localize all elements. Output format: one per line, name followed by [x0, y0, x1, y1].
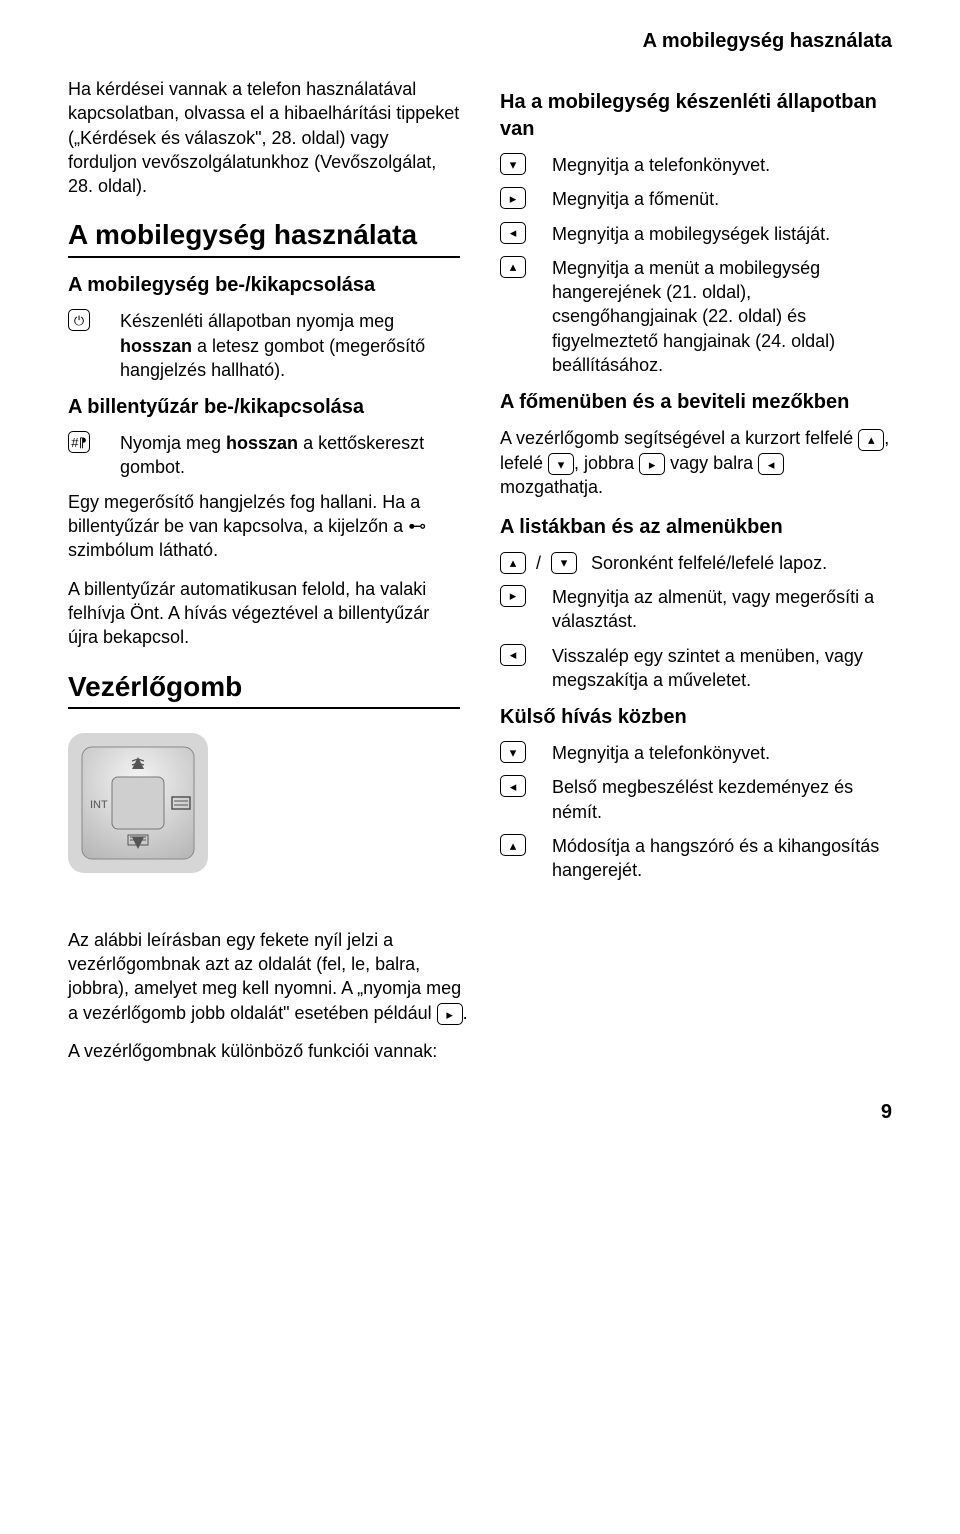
standby-row-2: ◂ Megnyitja a mobilegységek listáját.: [500, 222, 892, 246]
mainmenu-paragraph: A vezérlőgomb segítségével a kurzort fel…: [500, 426, 892, 499]
section-heading-usage: A mobilegység használata: [68, 216, 460, 258]
lists-page-text: Soronként felfelé/lefelé lapoz.: [591, 551, 892, 575]
arrow-down-icon: ▾: [551, 552, 577, 574]
mm-c: , jobbra: [574, 453, 639, 473]
arrow-up-icon: ▴: [500, 256, 526, 278]
arrow-down-icon: ▾: [500, 153, 526, 175]
call-row-1: ◂ Belső megbeszélést kezdeményez és némí…: [500, 775, 892, 824]
arrow-down-icon: ▾: [500, 741, 526, 763]
standby-text-3: Megnyitja a menüt a mobilegység hangerej…: [552, 256, 892, 377]
keylock-row: #⁋ Nyomja meg hosszan a kettőskereszt go…: [68, 431, 460, 480]
standby-text-1: Megnyitja a főmenüt.: [552, 187, 892, 211]
arrow-left-icon: ◂: [758, 453, 784, 475]
call-text-0: Megnyitja a telefonkönyvet.: [552, 741, 892, 765]
intro-paragraph: Ha kérdései vannak a telefon használatáv…: [68, 77, 460, 198]
arrow-left-icon: ◂: [500, 644, 526, 666]
power-text-bold: hosszan: [120, 336, 192, 356]
mm-a: A vezérlőgomb segítségével a kurzort fel…: [500, 428, 858, 448]
left-column: Ha kérdései vannak a telefon használatáv…: [68, 77, 460, 898]
keylock-paragraph-1: Egy megerősítő hangjelzés fog hallani. H…: [68, 490, 460, 563]
sub-heading-power: A mobilegység be-/kikapcsolása: [68, 272, 460, 299]
arrow-up-icon: ▴: [858, 429, 884, 451]
power-text-a: Készenléti állapotban nyomja meg: [120, 311, 394, 331]
call-row-0: ▾ Megnyitja a telefonkönyvet.: [500, 741, 892, 765]
arrow-right-icon: ▸: [500, 187, 526, 209]
section-heading-controlpad: Vezérlőgomb: [68, 668, 460, 710]
slash: /: [530, 551, 547, 575]
keylock-text: Nyomja meg hosszan a kettőskereszt gombo…: [120, 431, 460, 480]
right-column: Ha a mobilegység készenléti állapotban v…: [500, 77, 892, 898]
call-text-2: Módosítja a hangszóró és a kihangosítás …: [552, 834, 892, 883]
lists-open-text: Megnyitja az almenüt, vagy megerősíti a …: [552, 585, 892, 634]
sub-heading-keylock: A billentyűzár be-/kikapcsolása: [68, 394, 460, 421]
arrow-left-icon: ◂: [500, 222, 526, 244]
power-row: ⏻ Készenléti állapotban nyomja meg hossz…: [68, 309, 460, 382]
sub-heading-mainmenu: A főmenüben és a beviteli mezőkben: [500, 389, 892, 416]
keylock-text-bold: hosszan: [226, 433, 298, 453]
keylock-paragraph-2: A billentyűzár automatikusan felold, ha …: [68, 577, 460, 650]
bottom-block: Az alábbi leírásban egy fekete nyíl jelz…: [68, 928, 468, 1064]
page-number: 9: [68, 1099, 892, 1126]
lists-row-open: ▸ Megnyitja az almenüt, vagy megerősíti …: [500, 585, 892, 634]
sub-heading-lists: A listákban és az almenükben: [500, 514, 892, 541]
arrow-right-icon: ▸: [500, 585, 526, 607]
bottom-paragraph-2: A vezérlőgombnak különböző funkciói vann…: [68, 1039, 468, 1063]
power-text: Készenléti állapotban nyomja meg hosszan…: [120, 309, 460, 382]
mm-e: mozgathatja.: [500, 477, 603, 497]
keylock-p1-b: szimbólum látható.: [68, 540, 218, 560]
lists-row-page: ▴/▾ Soronként felfelé/lefelé lapoz.: [500, 551, 892, 575]
controlpad-image: INT: [68, 733, 208, 873]
keylock-p1-a: Egy megerősítő hangjelzés fog hallani. H…: [68, 492, 420, 536]
bottom-p1-end: .: [463, 1003, 468, 1023]
standby-text-0: Megnyitja a telefonkönyvet.: [552, 153, 892, 177]
lists-back-text: Visszalép egy szintet a menüben, vagy me…: [552, 644, 892, 693]
bottom-p1-a: Az alábbi leírásban egy fekete nyíl jelz…: [68, 930, 461, 1023]
arrow-up-icon: ▴: [500, 552, 526, 574]
hash-key-icon: #⁋: [68, 431, 90, 453]
page-header-title: A mobilegység használata: [68, 28, 892, 55]
standby-row-3: ▴ Megnyitja a menüt a mobilegység hanger…: [500, 256, 892, 377]
standby-row-1: ▸ Megnyitja a főmenüt.: [500, 187, 892, 211]
call-text-1: Belső megbeszélést kezdeményez és némít.: [552, 775, 892, 824]
sub-heading-standby: Ha a mobilegység készenléti állapotban v…: [500, 89, 892, 143]
bottom-paragraph-1: Az alábbi leírásban egy fekete nyíl jelz…: [68, 928, 468, 1025]
arrow-right-icon: ▸: [639, 453, 665, 475]
call-row-2: ▴ Módosítja a hangszóró és a kihangosítá…: [500, 834, 892, 883]
svg-text:INT: INT: [90, 799, 108, 811]
standby-row-0: ▾ Megnyitja a telefonkönyvet.: [500, 153, 892, 177]
arrow-right-icon: ▸: [437, 1003, 463, 1025]
standby-text-2: Megnyitja a mobilegységek listáját.: [552, 222, 892, 246]
two-column-layout: Ha kérdései vannak a telefon használatáv…: [68, 77, 892, 898]
keylock-text-a: Nyomja meg: [120, 433, 226, 453]
arrow-left-icon: ◂: [500, 775, 526, 797]
lists-row-back: ◂ Visszalép egy szintet a menüben, vagy …: [500, 644, 892, 693]
lock-icon: ⊷: [408, 516, 426, 536]
arrow-up-icon: ▴: [500, 834, 526, 856]
mm-d: vagy balra: [665, 453, 758, 473]
hangup-key-icon: ⏻: [68, 309, 90, 331]
arrow-down-icon: ▾: [548, 453, 574, 475]
sub-heading-call: Külső hívás közben: [500, 704, 892, 731]
